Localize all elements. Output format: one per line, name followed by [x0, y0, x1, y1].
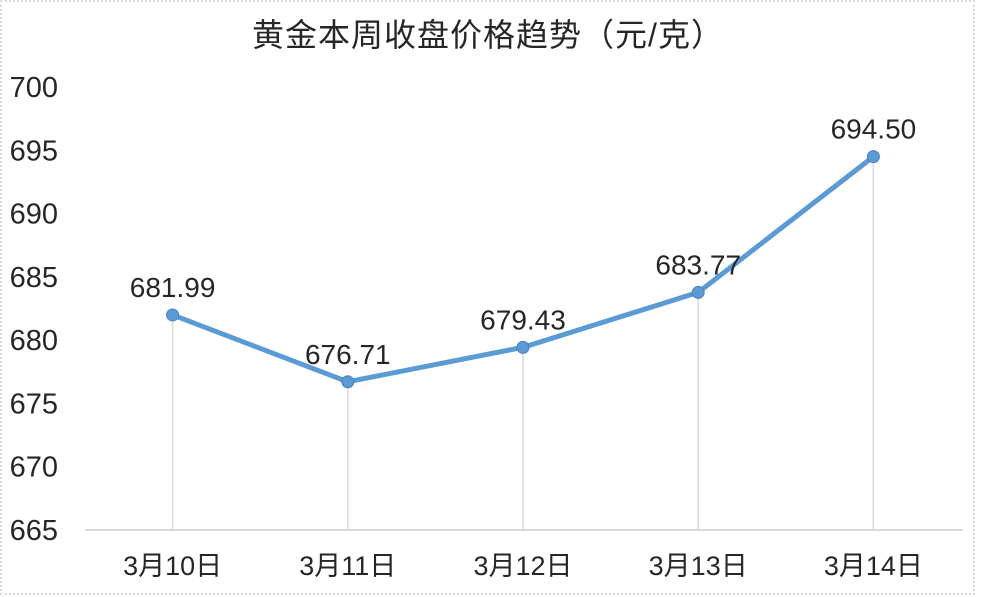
data-point-marker	[341, 375, 355, 389]
y-axis-tick-label: 690	[10, 199, 58, 231]
data-label: 683.77	[655, 249, 741, 280]
x-axis-tick-label: 3月13日	[649, 551, 748, 581]
data-label: 694.50	[831, 114, 917, 145]
y-axis-tick-label: 675	[10, 388, 58, 420]
y-axis-tick-label: 695	[10, 135, 58, 167]
y-axis-tick-label: 680	[10, 325, 58, 357]
x-axis-tick-label: 3月10日	[123, 551, 222, 581]
data-label: 676.71	[305, 339, 391, 370]
chart-title: 黄金本周收盘价格趋势（元/克）	[252, 17, 724, 53]
data-point-marker	[691, 285, 705, 299]
y-axis-tick-label: 700	[10, 72, 58, 104]
x-axis-tick-label: 3月14日	[824, 551, 923, 581]
x-axis-tick-label: 3月12日	[473, 551, 572, 581]
data-point-marker	[516, 340, 530, 354]
y-axis-tick-label: 665	[10, 515, 58, 547]
x-axis-tick-label: 3月11日	[299, 551, 396, 581]
y-axis-tick-label: 670	[10, 452, 58, 484]
y-axis-tick-label: 685	[10, 262, 58, 294]
data-label: 679.43	[480, 304, 566, 335]
data-point-marker	[866, 150, 880, 164]
data-point-marker	[166, 308, 180, 322]
data-label: 681.99	[130, 272, 216, 303]
